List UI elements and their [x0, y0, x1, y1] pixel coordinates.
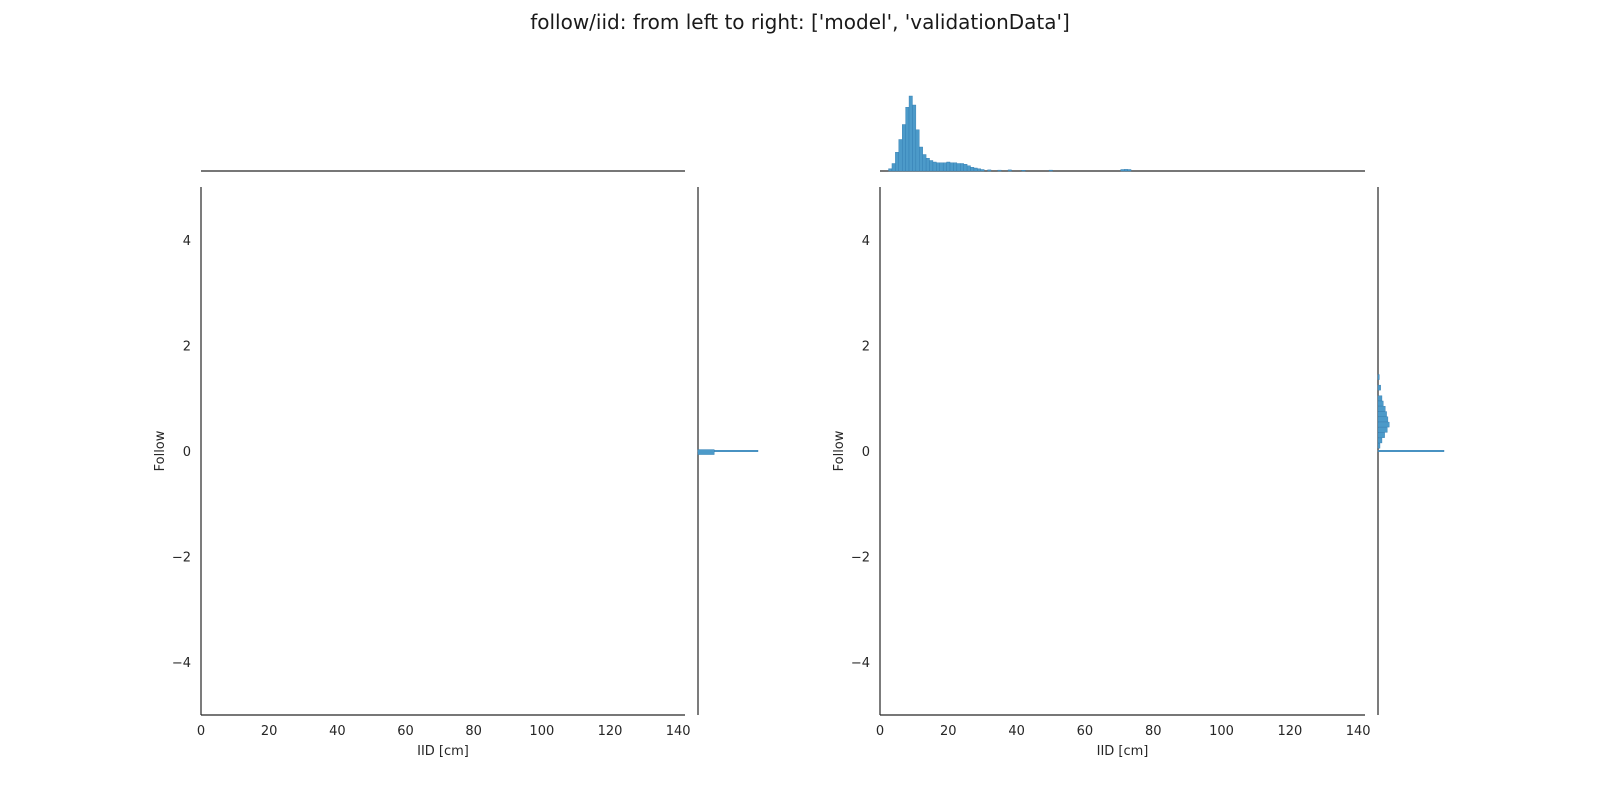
x-marginal-bar — [973, 167, 978, 172]
x-marginal-bar — [905, 107, 910, 172]
y-tick-label: 0 — [183, 445, 191, 460]
x-tick-label: 80 — [1145, 724, 1162, 739]
x-marginal-bar — [902, 124, 906, 172]
y-marginal-bar — [1377, 437, 1383, 444]
x-tick-label: 140 — [1346, 724, 1371, 739]
x-marginal-bar — [1127, 169, 1132, 172]
y-marginal-bar — [1377, 421, 1390, 428]
x-tick-label: 100 — [529, 724, 554, 739]
x-marginal-bar — [980, 169, 985, 172]
y-tick-label: −2 — [172, 551, 191, 566]
panel-validationData: 0 20 40 60 80 100 120 140 −4 −2 0 2 4 IID [cm] Follow — [832, 95, 1445, 759]
y-marginal-bar — [1377, 384, 1381, 391]
x-tick-label: 140 — [666, 724, 691, 739]
x-marginal-bar — [970, 167, 975, 172]
y-marginal-bar — [1377, 406, 1386, 412]
y-marginal-bar — [1377, 450, 1445, 452]
x-marginal-bar — [1007, 169, 1012, 172]
y-marginal-bar — [697, 449, 715, 455]
x-marginal-bar — [942, 162, 947, 172]
x-tick-label: 40 — [1008, 724, 1025, 739]
y-marginal-bar — [1377, 416, 1389, 423]
x-tick-label: 40 — [329, 724, 346, 739]
x-marginal-bar — [891, 163, 896, 172]
x-marginal-bar — [915, 129, 920, 172]
x-marginal-bar — [946, 161, 951, 172]
x-tick-label: 0 — [197, 724, 205, 739]
x-axis-label: IID [cm] — [1097, 744, 1149, 759]
y-marginal-bar — [1377, 374, 1380, 380]
y-tick-label: 2 — [862, 339, 870, 354]
x-marginal-bar — [919, 146, 923, 172]
x-marginal-bar — [925, 158, 930, 172]
x-marginal-bar — [929, 160, 934, 172]
x-marginal-bar — [977, 168, 981, 172]
y-tick-label: −4 — [172, 656, 191, 671]
x-marginal-bar — [1021, 170, 1026, 172]
x-marginal-bar — [963, 164, 968, 172]
x-marginal-bar — [997, 169, 1002, 172]
x-marginal-bar — [953, 162, 958, 172]
x-marginal-bar — [1048, 169, 1053, 172]
x-axis-label: IID [cm] — [417, 744, 469, 759]
y-marginal-bar — [1377, 400, 1384, 407]
x-tick-label: 60 — [1077, 724, 1094, 739]
x-marginal-bar — [966, 165, 971, 172]
x-marginal-bar — [912, 104, 917, 172]
x-marginal-bar — [932, 161, 937, 172]
y-tick-label: 2 — [183, 339, 191, 354]
y-tick-label: 4 — [862, 234, 870, 249]
x-marginal-bar — [956, 163, 961, 172]
x-marginal-bar — [1120, 169, 1125, 172]
y-axis-label: Follow — [832, 430, 847, 471]
x-marginal-bar — [895, 152, 899, 172]
y-axis-label: Follow — [153, 430, 168, 471]
x-tick-label: 80 — [465, 724, 482, 739]
y-marginal-bar — [1377, 443, 1381, 449]
panel-model: 0 20 40 60 80 100 120 140 −4 −2 0 2 4 IID [cm] Follow — [153, 170, 759, 759]
x-marginal-bar — [960, 163, 964, 172]
x-marginal-bar — [987, 169, 992, 172]
y-tick-label: −4 — [851, 656, 870, 671]
x-marginal-bar — [888, 168, 893, 172]
y-marginal-bar — [1377, 427, 1388, 433]
x-tick-label: 100 — [1209, 724, 1234, 739]
x-marginal-bar — [922, 154, 927, 172]
x-marginal-bar — [939, 162, 944, 172]
x-tick-label: 20 — [261, 724, 278, 739]
y-tick-label: 4 — [183, 234, 191, 249]
x-marginal-bar — [1124, 169, 1128, 172]
y-tick-label: −2 — [851, 551, 870, 566]
figure-title: follow/iid: from left to right: ['model'… — [530, 10, 1070, 34]
x-marginal-bar — [908, 95, 913, 172]
y-marginal-bar — [1377, 411, 1387, 417]
x-tick-label: 120 — [1277, 724, 1302, 739]
x-tick-label: 0 — [876, 724, 884, 739]
x-tick-label: 120 — [598, 724, 623, 739]
x-tick-label: 20 — [940, 724, 957, 739]
x-marginal-bar — [936, 162, 940, 172]
x-tick-label: 60 — [397, 724, 414, 739]
y-marginal-bar — [1377, 395, 1383, 401]
y-tick-label: 0 — [862, 445, 870, 460]
x-marginal-bar — [949, 162, 954, 172]
y-marginal-bar — [1377, 432, 1385, 438]
x-marginal-bar — [898, 139, 903, 172]
